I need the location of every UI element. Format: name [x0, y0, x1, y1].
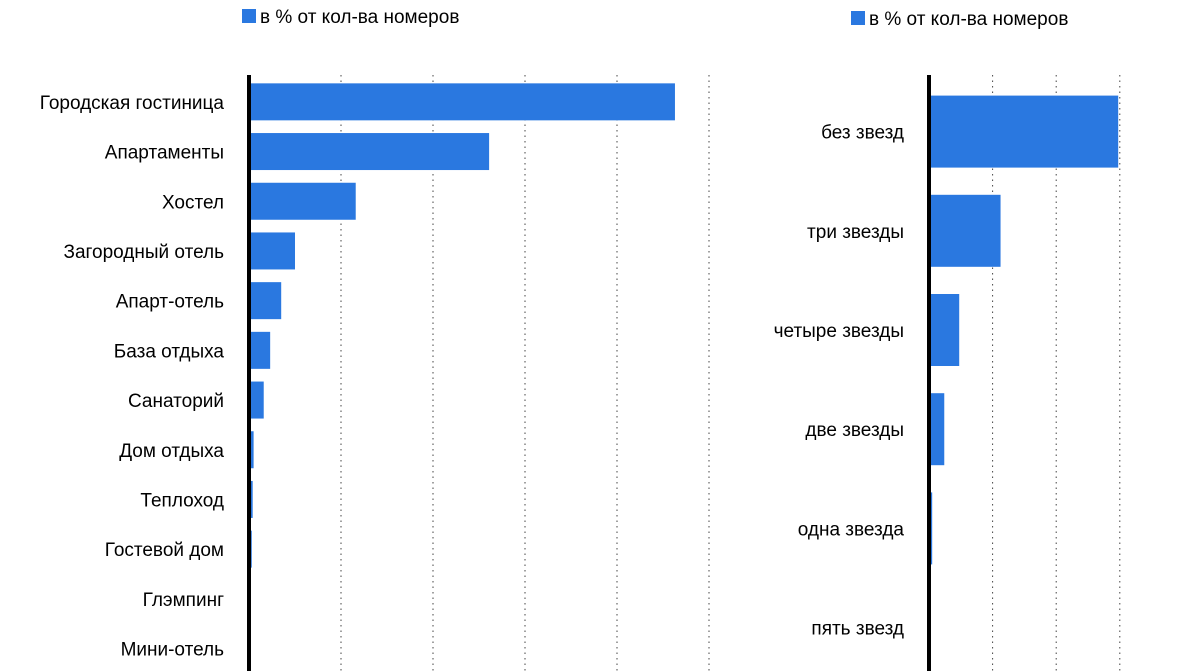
- chart-room-types: Городская гостиница Апартаменты Хостел Заго…: [40, 7, 710, 671]
- bar: [249, 282, 282, 320]
- legend-label: в % от кол-ва номеров: [869, 9, 1068, 30]
- bar: [249, 232, 295, 270]
- category-label: три звезды: [807, 222, 904, 243]
- bar: [249, 381, 264, 419]
- category-label: Гостевой дом: [105, 540, 224, 561]
- category-label: без звезд: [821, 123, 904, 144]
- category-label: Санаторий: [128, 391, 224, 412]
- category-label: Теплоход: [140, 490, 224, 511]
- bar: [929, 393, 945, 466]
- bar: [249, 431, 254, 469]
- bar: [249, 133, 490, 171]
- legend-swatch: [242, 9, 256, 23]
- category-label: пять звезд: [811, 619, 904, 640]
- bar: [929, 194, 1001, 267]
- chart-star-categories: без звезд три звезды четыре звезды две звез…: [774, 9, 1121, 671]
- legend-label: в % от кол-ва номеров: [260, 7, 459, 28]
- bar: [929, 294, 960, 366]
- category-label: Мини-отель: [121, 640, 225, 661]
- category-label: Городская гостиница: [40, 93, 225, 114]
- category-label: две звезды: [805, 420, 904, 441]
- category-label: Глэмпинг: [143, 590, 224, 611]
- category-label: Апартаменты: [105, 143, 224, 164]
- category-label: Апарт-отель: [116, 292, 224, 313]
- category-label: Хостел: [162, 192, 224, 213]
- bar: [249, 331, 271, 369]
- bar: [929, 95, 1119, 168]
- category-label: одна звезда: [798, 519, 905, 540]
- category-label: База отдыха: [114, 341, 225, 362]
- category-label: Загородный отель: [63, 242, 224, 263]
- legend-swatch: [851, 11, 865, 25]
- category-label: четыре звезды: [774, 321, 904, 342]
- bar: [249, 83, 675, 121]
- bar: [249, 182, 356, 220]
- category-label: Дом отдыха: [119, 441, 224, 462]
